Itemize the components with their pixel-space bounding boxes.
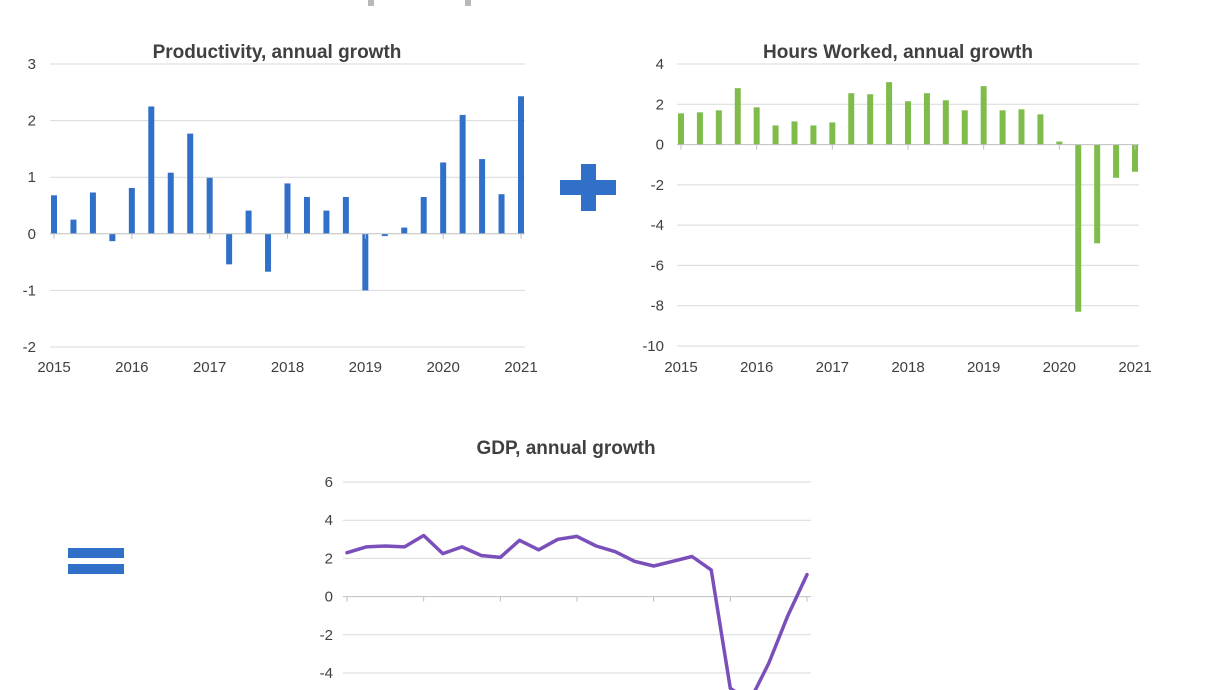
bar: [89, 192, 96, 234]
x-tick-label: 2015: [664, 359, 697, 376]
bar: [51, 195, 57, 234]
y-tick-label: -2: [320, 627, 333, 644]
y-tick-label: -4: [320, 665, 333, 682]
bar: [70, 219, 77, 234]
x-tick-label: 2018: [271, 359, 304, 376]
y-tick-label: 2: [28, 113, 36, 130]
y-tick-label: -1: [23, 282, 36, 299]
x-tick-label: 2020: [426, 359, 459, 376]
y-tick-label: 0: [325, 589, 333, 606]
productivity-chart: Productivity, annual growth 3 2 1 0 -1 -22015…: [23, 42, 538, 376]
x-tick-label: 2016: [115, 359, 148, 376]
bar: [678, 113, 684, 145]
chart-title: Hours Worked, annual growth: [763, 42, 1033, 63]
y-tick-label: 2: [325, 550, 333, 567]
bar: [905, 101, 911, 145]
bar: [1113, 144, 1120, 178]
bar: [1037, 114, 1044, 145]
y-tick-label: 4: [656, 56, 664, 73]
bar: [167, 172, 174, 234]
x-tick-label: 2021: [504, 359, 537, 376]
bar: [245, 210, 252, 234]
bar: [886, 82, 893, 145]
bar: [109, 233, 116, 242]
y-tick-label: 2: [656, 96, 664, 113]
y-tick-label: -4: [651, 217, 664, 234]
bar: [980, 86, 987, 145]
bar: [284, 183, 291, 234]
bar: [923, 93, 930, 145]
bar: [518, 96, 524, 234]
y-tick-label: -2: [23, 339, 36, 356]
bar: [734, 88, 741, 145]
x-tick-label: 2021: [1118, 359, 1151, 376]
bar: [1056, 141, 1063, 145]
y-tick-label: -6: [651, 257, 664, 274]
bar: [362, 233, 369, 291]
chart-title: Productivity, annual growth: [153, 42, 402, 63]
bar: [381, 233, 388, 237]
bar: [440, 162, 447, 234]
y-tick-label: 0: [656, 137, 664, 154]
x-tick-label: 2020: [1043, 359, 1076, 376]
bar: [715, 110, 722, 145]
bar: [420, 197, 427, 234]
y-tick-label: -2: [651, 177, 664, 194]
bar: [401, 227, 408, 234]
bar: [265, 233, 272, 272]
plus-icon: [560, 164, 616, 211]
y-tick-label: -8: [651, 298, 664, 315]
bar: [1094, 144, 1101, 244]
x-tick-label: 2015: [37, 359, 70, 376]
y-tick-label: 3: [28, 56, 36, 73]
series-line: [345, 533, 809, 690]
bar: [772, 125, 779, 145]
bar: [148, 106, 155, 234]
bar: [1075, 144, 1082, 312]
bar: [810, 125, 817, 145]
x-tick-label: 2016: [740, 359, 773, 376]
bar: [303, 197, 310, 234]
bar: [459, 114, 466, 234]
bar: [848, 93, 855, 145]
gdp-chart: GDP, annual growth 6 4 2 0 -2 -4: [320, 438, 811, 690]
bar: [187, 133, 194, 234]
hours-worked-chart: Hours Worked, annual growth 4 2 0 -2 -4 -6 -8 -…: [642, 42, 1151, 376]
bar: [342, 197, 349, 234]
y-tick-label: -10: [642, 338, 664, 355]
bar: [498, 194, 505, 234]
x-tick-label: 2017: [193, 359, 226, 376]
chart-title: GDP, annual growth: [476, 438, 655, 459]
top-bracket-mark-right: [465, 0, 471, 6]
y-tick-label: 4: [325, 512, 333, 529]
y-tick-label: 6: [325, 474, 333, 491]
bar: [128, 187, 135, 234]
bar: [942, 100, 949, 145]
bar: [867, 94, 874, 145]
bar: [1132, 144, 1138, 172]
bar: [829, 122, 836, 145]
bar: [479, 159, 486, 234]
bar: [1018, 109, 1025, 145]
bar: [999, 110, 1006, 145]
bar: [226, 233, 233, 265]
y-tick-label: 0: [28, 226, 36, 243]
x-tick-label: 2019: [967, 359, 1000, 376]
bar: [696, 112, 703, 145]
x-tick-label: 2019: [349, 359, 382, 376]
bar: [961, 110, 968, 145]
bar: [323, 210, 330, 234]
bar: [753, 107, 760, 145]
top-bracket-mark-left: [368, 0, 374, 6]
y-tick-label: 1: [28, 169, 36, 186]
equals-icon: [68, 548, 124, 576]
x-tick-label: 2018: [891, 359, 924, 376]
bar: [791, 121, 798, 145]
x-tick-label: 2017: [816, 359, 849, 376]
bar: [206, 177, 213, 234]
